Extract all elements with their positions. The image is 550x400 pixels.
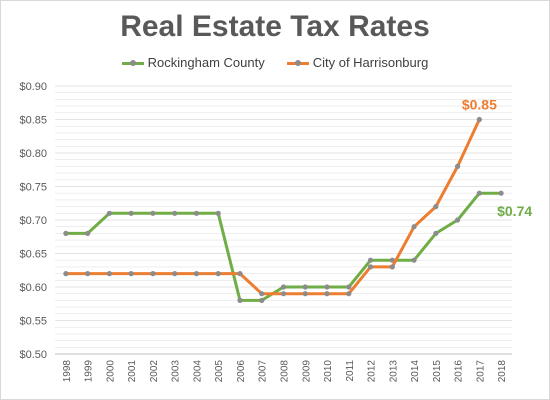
chart-legend: Rockingham County City of Harrisonburg	[0, 55, 550, 70]
data-point	[411, 257, 417, 263]
x-tick-label: 2006	[236, 360, 247, 383]
x-tick-label: 2008	[280, 360, 291, 383]
data-point	[128, 271, 134, 277]
data-point	[215, 210, 221, 216]
x-tick-label: 1998	[62, 360, 73, 383]
data-point	[302, 284, 308, 290]
data-point	[172, 210, 178, 216]
data-point	[367, 257, 374, 263]
x-tick-label: 2012	[367, 360, 378, 383]
legend-label-rockingham: Rockingham County	[147, 55, 265, 70]
data-point	[259, 297, 265, 303]
x-tick-label: 1999	[84, 360, 95, 383]
data-point	[302, 291, 308, 297]
x-tick-label: 2017	[475, 360, 486, 383]
data-point	[367, 264, 374, 270]
x-tick-label: 2003	[171, 360, 182, 383]
data-point	[498, 190, 504, 196]
x-tick-label: 2002	[149, 360, 160, 383]
data-point	[389, 264, 395, 270]
data-point	[259, 291, 265, 297]
y-tick-label: $0.80	[19, 148, 47, 160]
x-tick-label: 2010	[323, 360, 334, 383]
data-point	[454, 217, 461, 223]
data-point	[237, 271, 243, 277]
y-tick-label: $0.60	[19, 282, 47, 294]
legend-swatch-rockingham	[121, 58, 144, 68]
x-tick-label: 2004	[192, 360, 203, 383]
data-label-rockingham: $0.74	[497, 203, 532, 219]
legend-swatch-harrisonburg	[286, 58, 309, 68]
data-point	[150, 271, 156, 277]
x-tick-label: 2014	[410, 360, 421, 383]
data-point	[172, 271, 178, 277]
y-tick-label: $0.75	[19, 182, 47, 194]
data-point	[476, 190, 482, 196]
series-line-1	[65, 118, 481, 296]
y-tick-label: $0.50	[19, 349, 47, 361]
y-tick-label: $0.70	[19, 215, 47, 227]
x-tick-label: 2005	[214, 360, 225, 383]
data-point	[63, 271, 69, 277]
data-point	[106, 271, 113, 277]
y-tick-label: $0.65	[19, 249, 47, 261]
data-point	[476, 116, 482, 123]
data-point	[193, 271, 200, 277]
data-point	[193, 210, 200, 216]
data-point	[433, 204, 439, 210]
x-tick-label: 2000	[105, 360, 116, 383]
legend-label-harrisonburg: City of Harrisonburg	[312, 55, 429, 70]
data-point	[85, 230, 91, 236]
data-point	[324, 284, 330, 290]
legend-item-harrisonburg: City of Harrisonburg	[286, 55, 429, 70]
y-tick-label: $0.90	[19, 81, 47, 93]
data-point	[324, 291, 330, 297]
x-tick-label: 2013	[388, 360, 399, 383]
data-point	[150, 210, 156, 216]
x-tick-label: 2007	[258, 360, 269, 383]
data-point	[280, 284, 287, 290]
data-point	[433, 230, 439, 236]
x-tick-label: 2001	[127, 360, 138, 383]
x-tick-label: 2011	[345, 360, 356, 382]
data-point	[63, 230, 69, 236]
chart-title: Real Estate Tax Rates	[120, 10, 430, 43]
x-tick-label: 2015	[432, 360, 443, 383]
x-tick-label: 2018	[497, 360, 508, 383]
data-point	[237, 297, 243, 303]
data-label-harrisonburg: $0.85	[462, 97, 497, 113]
data-point	[128, 210, 134, 216]
x-tick-label: 2009	[301, 360, 312, 383]
data-point	[85, 271, 91, 277]
data-point	[215, 271, 221, 277]
legend-item-rockingham: Rockingham County	[121, 55, 265, 70]
data-point	[280, 291, 287, 297]
data-point	[454, 163, 461, 169]
data-point	[106, 210, 113, 216]
x-tick-label: 2016	[454, 360, 465, 383]
data-point	[411, 224, 417, 230]
data-point	[346, 291, 352, 297]
data-point	[346, 284, 352, 290]
y-tick-label: $0.85	[19, 115, 47, 127]
y-tick-label: $0.55	[19, 316, 47, 328]
